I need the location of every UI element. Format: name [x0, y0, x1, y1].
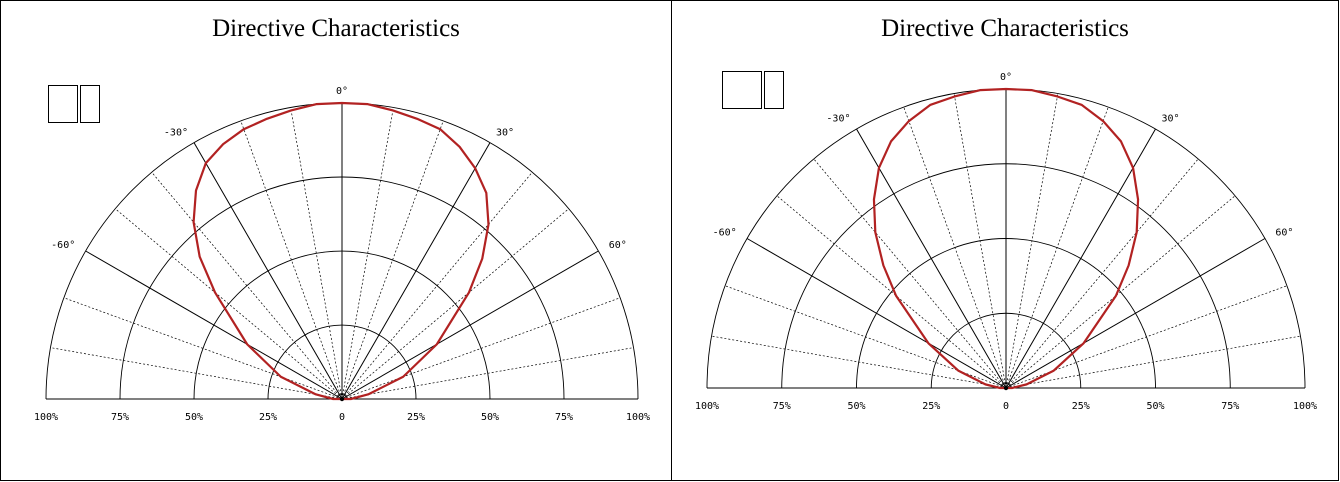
radial-tick-label: 25% — [1072, 401, 1090, 412]
chart-title: Directive Characteristics — [881, 15, 1129, 42]
minor-spoke — [290, 107, 343, 400]
radial-tick-label: 25% — [922, 401, 940, 412]
radial-tick-label: 75% — [773, 401, 791, 412]
major-spoke — [193, 142, 343, 400]
major-spoke — [85, 250, 343, 400]
radial-tick-label: 100% — [34, 412, 58, 423]
minor-spoke — [776, 195, 1007, 389]
origin-point — [1003, 385, 1009, 391]
legend-box-icon — [764, 71, 784, 109]
radial-tick-label: 50% — [185, 412, 203, 423]
radial-tick-label: 75% — [111, 412, 129, 423]
angle-label: 60° — [609, 240, 627, 251]
chart-panel-left: Directive Characteristics 0° -30° 30° -60° 6… — [0, 0, 672, 481]
legend — [48, 85, 100, 123]
angle-label: -60° — [51, 240, 75, 251]
angle-label: 60° — [1275, 228, 1293, 239]
radial-tick-label: 0 — [339, 412, 345, 423]
radial-tick-label: 100% — [1293, 401, 1317, 412]
minor-spoke — [341, 120, 444, 400]
minor-spoke — [63, 297, 343, 400]
major-spoke — [1005, 238, 1266, 389]
radial-tick-label: 50% — [481, 412, 499, 423]
major-spoke — [1005, 128, 1156, 389]
minor-spoke — [1005, 106, 1109, 389]
minor-spoke — [115, 208, 343, 400]
origin-point — [339, 396, 345, 402]
minor-spoke — [151, 172, 343, 400]
radial-tick-label: 50% — [847, 401, 865, 412]
minor-spoke — [953, 93, 1007, 389]
minor-spoke — [341, 107, 394, 400]
minor-spoke — [1005, 195, 1236, 389]
radial-tick-label: 75% — [555, 412, 573, 423]
radial-tick-label: 100% — [695, 401, 719, 412]
chart-panel-right: Directive Characteristics 0° -30° 30° -60° 6… — [671, 0, 1339, 481]
minor-spoke — [50, 347, 343, 400]
major-spoke — [341, 250, 599, 400]
minor-spoke — [903, 106, 1007, 389]
minor-spoke — [1005, 335, 1301, 389]
minor-spoke — [341, 172, 533, 400]
radial-tick-label: 25% — [259, 412, 277, 423]
minor-spoke — [341, 347, 634, 400]
angle-label: 30° — [1162, 114, 1180, 125]
minor-spoke — [1005, 158, 1199, 389]
minor-spoke — [240, 120, 343, 400]
series-line — [192, 101, 490, 401]
angle-label: -60° — [713, 228, 737, 239]
polar-chart-left: 0° -30° 30° -60° 60° 100% 75% 50% 25% 0 25% 50% 75% 1… — [34, 86, 650, 423]
legend-box-icon — [48, 85, 78, 123]
minor-spoke — [813, 158, 1007, 389]
major-spoke — [746, 238, 1007, 389]
angle-label: -30° — [164, 127, 188, 138]
legend-box-icon — [80, 85, 100, 123]
radial-tick-label: 75% — [1221, 401, 1239, 412]
major-spoke — [856, 128, 1007, 389]
angle-label: 30° — [496, 127, 514, 138]
radial-tick-label: 0 — [1003, 401, 1009, 412]
radial-tick-label: 50% — [1146, 401, 1164, 412]
major-spoke — [341, 142, 491, 400]
legend-box-icon — [722, 71, 762, 109]
angle-label: 0° — [336, 86, 348, 97]
angle-label: 0° — [1000, 72, 1012, 83]
series-line — [872, 87, 1140, 390]
minor-spoke — [711, 335, 1007, 389]
minor-spoke — [1005, 93, 1059, 389]
polar-chart-right: 0° -30° 30° -60° 60° 100% 75% 50% 25% 0 25% 50% 75% 1… — [695, 72, 1317, 412]
legend — [722, 71, 784, 109]
minor-spoke — [341, 297, 621, 400]
angle-label: -30° — [826, 114, 850, 125]
radial-tick-label: 100% — [626, 412, 650, 423]
minor-spoke — [341, 208, 569, 400]
chart-title: Directive Characteristics — [212, 15, 460, 42]
radial-tick-label: 25% — [407, 412, 425, 423]
